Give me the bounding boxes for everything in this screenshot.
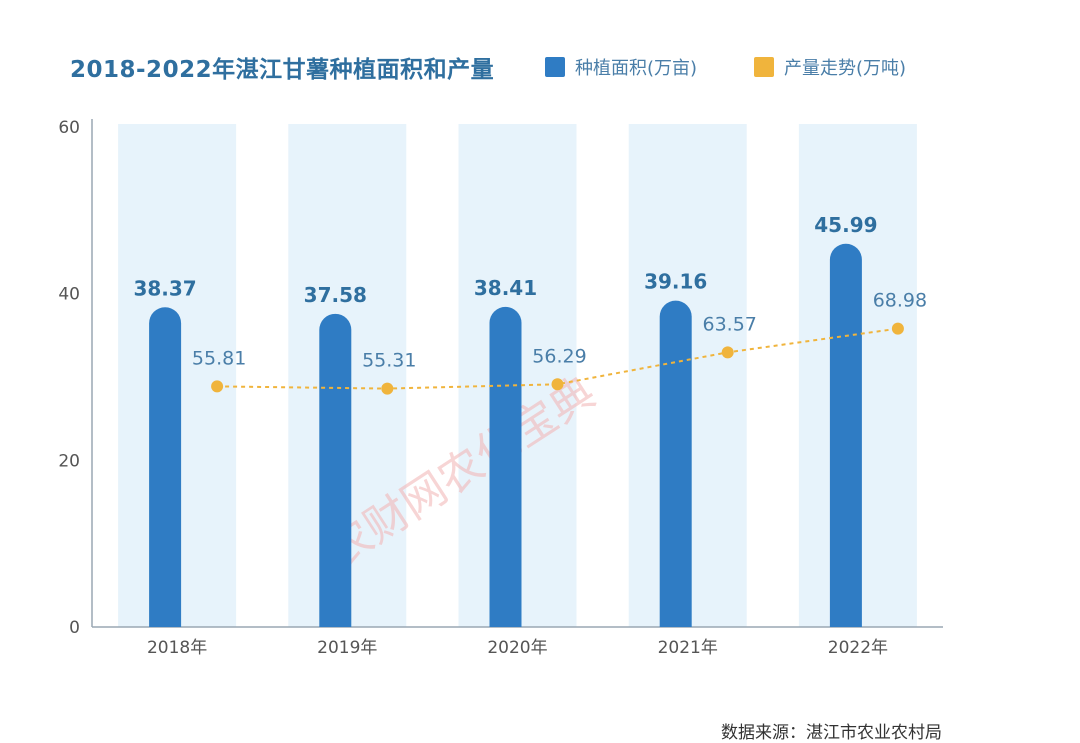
bar-value-label: 45.99 [814,213,877,237]
bar-value-label: 38.41 [474,276,537,300]
trend-value-label: 55.81 [192,347,246,369]
y-tick-label: 0 [69,618,80,638]
legend-swatch-output [754,57,774,77]
source-note: 数据来源：湛江市农业农村局 [721,723,942,743]
legend-swatch-area [545,57,565,77]
x-tick-label: 2022年 [828,638,888,658]
trend-value-label: 56.29 [532,345,586,367]
trend-point [891,322,904,335]
y-tick-label: 40 [58,285,80,305]
bar [829,243,862,627]
trend-line [217,327,899,390]
x-tick-label: 2021年 [658,638,718,658]
bar-value-label: 38.37 [133,276,196,300]
trend-point [721,346,734,359]
trend-value-label: 55.31 [362,350,416,372]
bar [489,306,522,627]
bar [319,313,352,627]
trend-point [381,382,394,395]
legend-label-output: 产量走势(万吨) [784,58,907,79]
x-tick-label: 2018年 [147,638,207,658]
bar [149,307,182,627]
bar [659,300,692,627]
y-tick-label: 60 [58,118,80,138]
chart-title: 2018-2022年湛江甘薯种植面积和产量 [70,57,495,83]
trend-value-label: 63.57 [702,313,756,335]
x-tick-label: 2019年 [317,638,377,658]
trend-point [211,380,224,393]
bar-value-label: 39.16 [644,270,707,294]
legend-label-area: 种植面积(万亩) [575,58,698,79]
trend-point [551,378,564,391]
bar-value-label: 37.58 [304,283,367,307]
y-tick-label: 20 [58,451,80,471]
x-tick-label: 2020年 [487,638,547,658]
trend-value-label: 68.98 [873,290,927,312]
legend-item-area: 种植面积(万亩) [545,54,697,80]
legend-item-output: 产量走势(万吨) [754,54,906,80]
